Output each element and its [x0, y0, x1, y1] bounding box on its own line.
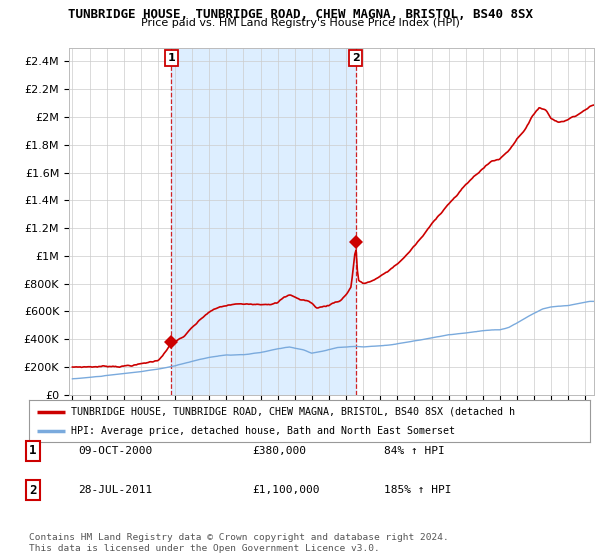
Text: 185% ↑ HPI: 185% ↑ HPI — [384, 485, 452, 495]
Text: TUNBRIDGE HOUSE, TUNBRIDGE ROAD, CHEW MAGNA, BRISTOL, BS40 8SX (detached h: TUNBRIDGE HOUSE, TUNBRIDGE ROAD, CHEW MA… — [71, 407, 515, 417]
Text: Price paid vs. HM Land Registry's House Price Index (HPI): Price paid vs. HM Land Registry's House … — [140, 18, 460, 29]
Text: Contains HM Land Registry data © Crown copyright and database right 2024.
This d: Contains HM Land Registry data © Crown c… — [29, 533, 449, 553]
Text: 1: 1 — [29, 444, 37, 458]
Text: HPI: Average price, detached house, Bath and North East Somerset: HPI: Average price, detached house, Bath… — [71, 426, 455, 436]
Text: £1,100,000: £1,100,000 — [252, 485, 320, 495]
Text: 1: 1 — [167, 53, 175, 63]
Text: 28-JUL-2011: 28-JUL-2011 — [78, 485, 152, 495]
Text: TUNBRIDGE HOUSE, TUNBRIDGE ROAD, CHEW MAGNA, BRISTOL, BS40 8SX: TUNBRIDGE HOUSE, TUNBRIDGE ROAD, CHEW MA… — [67, 8, 533, 21]
Text: 2: 2 — [352, 53, 359, 63]
Text: 09-OCT-2000: 09-OCT-2000 — [78, 446, 152, 456]
Text: £380,000: £380,000 — [252, 446, 306, 456]
Text: 84% ↑ HPI: 84% ↑ HPI — [384, 446, 445, 456]
Text: 2: 2 — [29, 483, 37, 497]
Bar — [171, 48, 356, 395]
